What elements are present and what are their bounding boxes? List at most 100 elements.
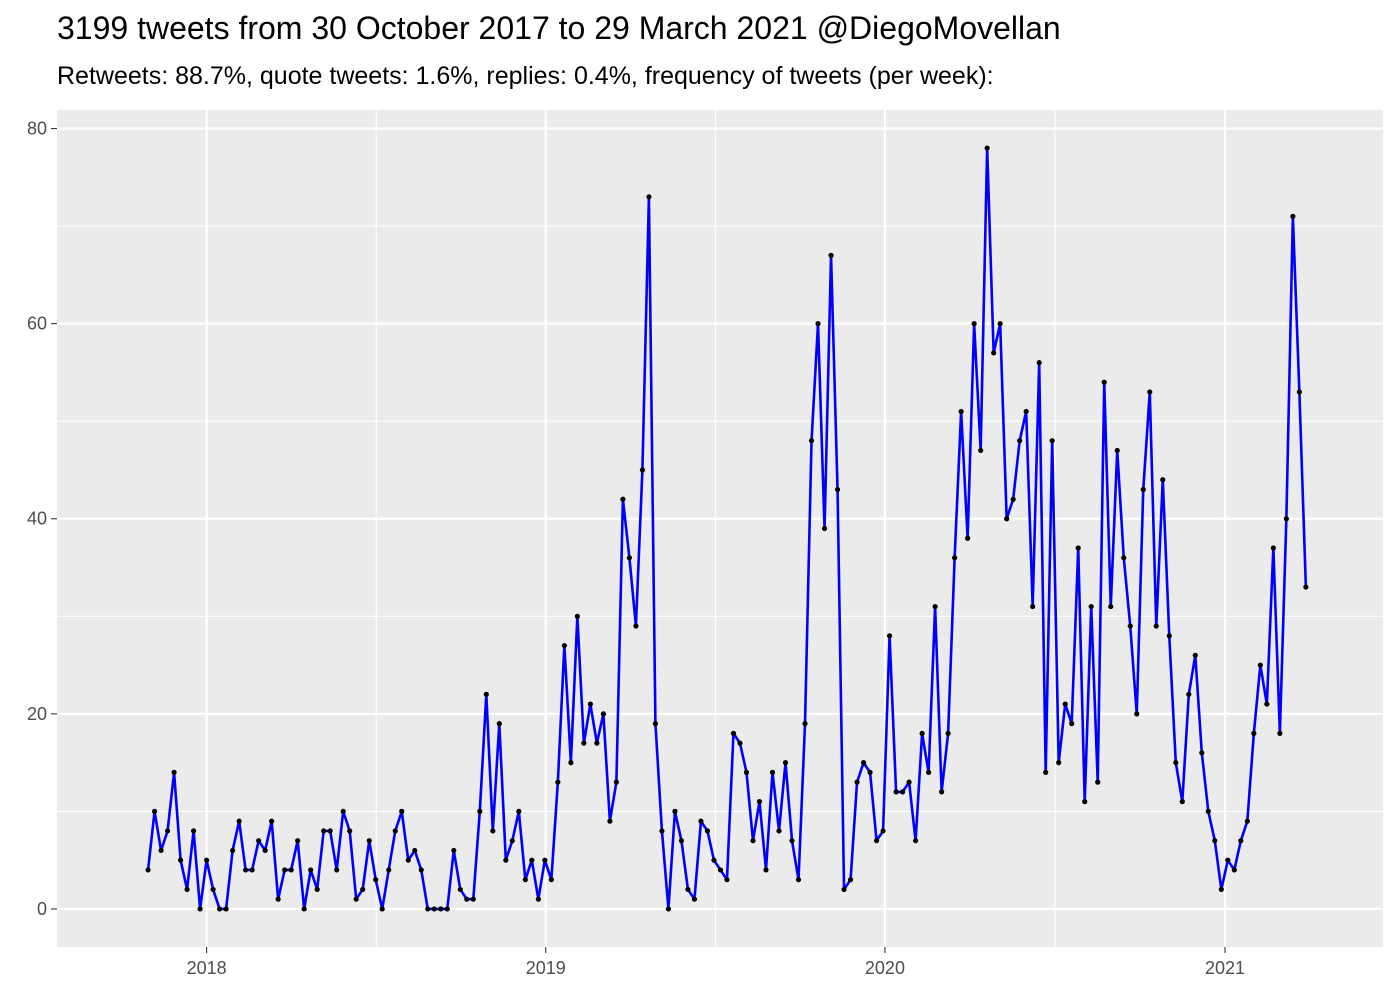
data-point	[1225, 857, 1231, 863]
data-point	[841, 886, 847, 893]
data-point	[1030, 603, 1036, 610]
data-point	[906, 779, 912, 785]
data-point	[763, 867, 769, 873]
data-point	[1062, 701, 1068, 707]
data-point	[457, 886, 463, 893]
data-point	[1017, 438, 1023, 444]
data-point	[1108, 603, 1114, 610]
data-point	[191, 828, 197, 834]
data-point	[607, 818, 613, 824]
data-point	[646, 194, 652, 200]
data-point	[730, 730, 737, 736]
data-point	[243, 867, 249, 873]
data-point	[308, 867, 314, 873]
data-point	[1127, 623, 1133, 629]
data-point	[711, 857, 717, 863]
data-point	[926, 769, 932, 775]
data-point	[444, 906, 450, 912]
data-point	[691, 896, 698, 902]
data-point	[1082, 799, 1088, 805]
data-point	[555, 779, 561, 785]
chart-title: 3199 tweets from 30 October 2017 to 29 M…	[57, 10, 1061, 46]
data-point	[978, 447, 984, 454]
data-point	[1264, 701, 1270, 707]
data-point	[210, 886, 216, 893]
data-point	[1088, 603, 1094, 610]
data-point	[373, 877, 379, 883]
chart-subtitle: Retweets: 88.7%, quote tweets: 1.6%, rep…	[57, 62, 994, 90]
data-point	[984, 145, 990, 151]
data-point	[438, 906, 444, 912]
data-point	[171, 769, 177, 775]
data-point	[223, 906, 229, 912]
data-point	[295, 838, 301, 844]
data-point	[854, 779, 860, 785]
data-point	[1043, 769, 1049, 775]
data-point	[1244, 818, 1250, 824]
data-point	[509, 838, 515, 844]
data-point	[392, 828, 398, 834]
data-point	[542, 857, 548, 863]
data-point	[971, 321, 977, 327]
data-point	[288, 867, 294, 873]
data-point	[795, 877, 802, 883]
data-point	[620, 496, 626, 502]
plot-panel	[57, 110, 1383, 947]
data-point	[1303, 584, 1309, 590]
data-point	[1049, 438, 1055, 444]
data-point	[1069, 721, 1075, 727]
data-point	[678, 838, 685, 844]
data-point	[522, 877, 528, 883]
data-point	[360, 886, 366, 893]
x-tick-label: 2021	[1205, 958, 1245, 978]
data-point	[997, 321, 1003, 327]
data-point	[685, 886, 691, 893]
data-point	[626, 555, 633, 561]
data-point	[1192, 652, 1198, 658]
data-point	[399, 808, 405, 815]
data-point	[1004, 516, 1010, 522]
data-point	[847, 877, 854, 883]
data-point	[158, 847, 164, 854]
data-point	[704, 828, 711, 834]
data-point	[1179, 799, 1185, 805]
data-point	[405, 857, 411, 863]
y-tick-label: 40	[27, 509, 47, 529]
data-point	[867, 769, 873, 775]
x-axis: 2018 2019 2020 2021	[187, 947, 1245, 978]
x-tick-label: 2020	[865, 958, 905, 978]
major-grid	[57, 110, 1383, 947]
data-point	[1114, 447, 1120, 454]
data-point	[230, 847, 236, 854]
data-point	[262, 847, 268, 854]
data-point	[919, 730, 925, 736]
data-point	[1036, 360, 1042, 366]
data-point	[451, 847, 457, 854]
data-point	[379, 906, 385, 912]
data-point	[470, 896, 476, 902]
data-point	[1010, 496, 1016, 502]
data-point	[789, 838, 795, 844]
data-point	[177, 857, 184, 863]
data-point	[815, 321, 821, 327]
data-point	[145, 867, 151, 873]
data-point	[737, 740, 743, 746]
data-point	[828, 252, 834, 258]
data-point	[782, 760, 789, 766]
data-point	[633, 623, 639, 629]
series-weekly-tweets	[145, 145, 1309, 912]
data-point	[431, 906, 437, 912]
data-point	[821, 525, 828, 532]
data-point	[204, 857, 210, 863]
data-point	[314, 886, 320, 893]
data-point	[1205, 808, 1211, 815]
data-point	[880, 828, 886, 834]
data-point	[1238, 838, 1244, 844]
data-point	[327, 828, 333, 834]
data-point	[1056, 760, 1062, 766]
data-point	[1277, 730, 1283, 736]
y-tick-label: 60	[27, 314, 47, 334]
data-point	[769, 769, 776, 775]
data-point	[301, 906, 307, 912]
